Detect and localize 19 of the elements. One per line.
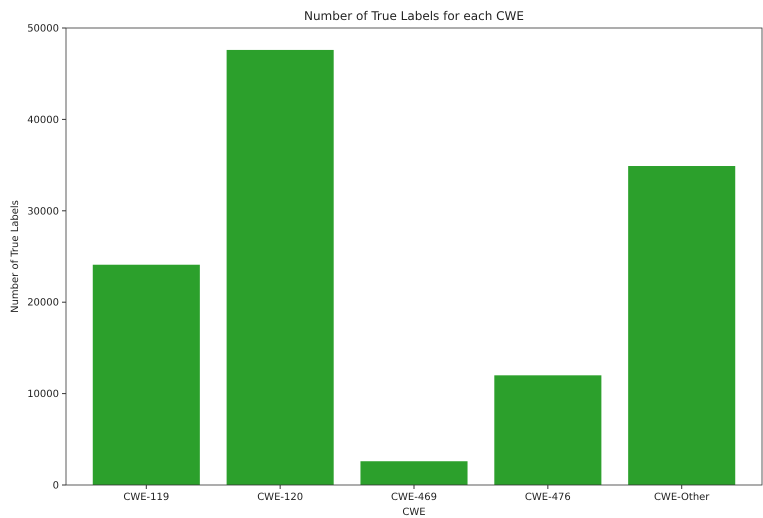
x-tick-label: CWE-476 bbox=[524, 492, 571, 503]
x-tick-label: CWE-119 bbox=[123, 492, 170, 503]
y-tick-label: 30000 bbox=[27, 206, 59, 218]
bar bbox=[92, 264, 200, 485]
x-tick-label: CWE-469 bbox=[391, 492, 437, 503]
y-tick-label: 20000 bbox=[27, 298, 59, 309]
y-axis-title: Number of True Labels bbox=[10, 200, 21, 313]
bar bbox=[226, 50, 334, 485]
bar bbox=[494, 375, 602, 485]
bar bbox=[360, 461, 468, 485]
y-tick-label: 10000 bbox=[27, 389, 59, 400]
y-tick-label: 50000 bbox=[27, 24, 59, 34]
x-axis-title: CWE bbox=[402, 507, 426, 518]
x-tick-label: CWE-120 bbox=[257, 492, 304, 503]
x-tick-label: CWE-Other bbox=[654, 492, 710, 503]
y-tick-label: 40000 bbox=[27, 114, 59, 126]
bar bbox=[628, 166, 736, 485]
y-tick-label: 0 bbox=[52, 480, 59, 492]
chart-title: Number of True Labels for each CWE bbox=[304, 9, 524, 23]
